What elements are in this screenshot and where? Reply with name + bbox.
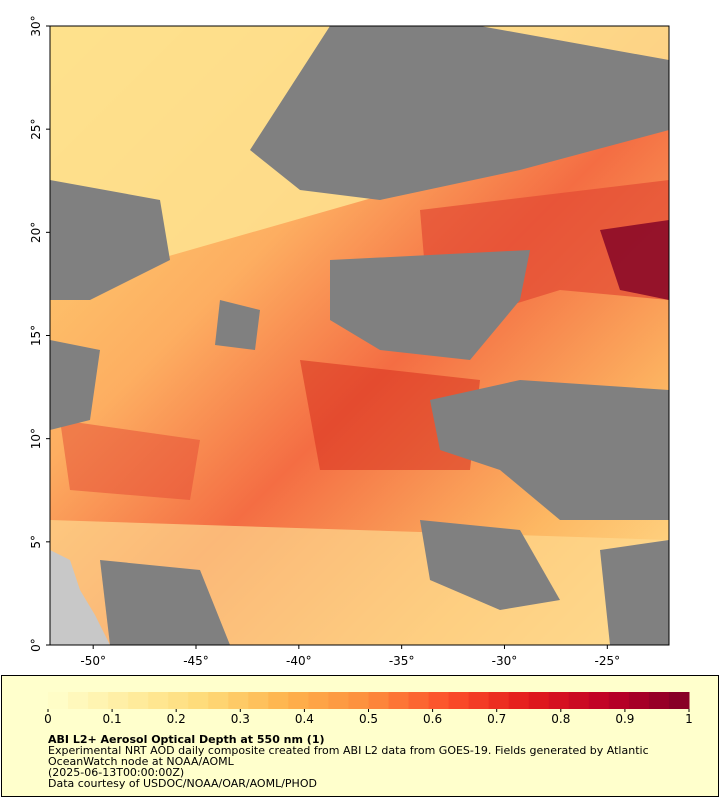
no-data-areas xyxy=(50,26,669,645)
colorbar-tick-label: 0 xyxy=(44,712,52,726)
y-tick-label: 10° xyxy=(29,428,43,449)
x-tick-label: -30° xyxy=(492,654,518,668)
colorbar-segment xyxy=(108,692,129,709)
colorbar-segment xyxy=(268,692,289,709)
colorbar-tick-label: 0.6 xyxy=(423,712,442,726)
x-tick-label: -35° xyxy=(389,654,415,668)
colorbar-segment xyxy=(408,692,430,709)
colorbar-segment xyxy=(448,692,470,709)
colorbar-segment xyxy=(288,692,309,709)
colorbar-segment xyxy=(128,692,149,709)
y-tick-label: 0° xyxy=(29,638,43,652)
colorbar-segment xyxy=(608,692,630,709)
description: Experimental NRT AOD daily composite cre… xyxy=(48,744,649,768)
colorbar-segment xyxy=(308,692,329,709)
colorbar-segment xyxy=(508,692,530,709)
colorbar-segment xyxy=(528,692,550,709)
colorbar-segment xyxy=(568,692,590,709)
x-tick-label: -40° xyxy=(286,654,312,668)
colorbar-tick-label: 0.7 xyxy=(487,712,506,726)
y-tick-label: 15° xyxy=(29,325,43,346)
y-tick-label: 30° xyxy=(29,15,43,36)
colorbar-segment xyxy=(228,692,249,709)
colorbar-segment xyxy=(428,692,450,709)
y-tick-label: 5° xyxy=(29,535,43,549)
colorbar-segment xyxy=(188,692,209,709)
colorbar-segment xyxy=(628,692,650,709)
colorbar-segment xyxy=(48,692,69,709)
colorbar-segment xyxy=(168,692,189,709)
colorbar-tick-label: 0.2 xyxy=(167,712,186,726)
colorbar-tick-label: 1 xyxy=(685,712,693,726)
colorbar-segment xyxy=(348,692,369,709)
x-tick-label: -50° xyxy=(80,654,106,668)
colorbar-tick-label: 0.1 xyxy=(103,712,122,726)
colorbar-tick-label: 0.9 xyxy=(615,712,634,726)
colorbar-segment xyxy=(588,692,610,709)
colorbar-segment xyxy=(488,692,510,709)
colorbar-segment xyxy=(388,692,410,709)
map-title: ABI L2+ Aerosol Optical Depth at 550 nm … xyxy=(48,733,325,746)
colorbar-tick-label: 0.3 xyxy=(231,712,250,726)
colorbar-segment xyxy=(88,692,109,709)
colorbar-segment xyxy=(668,692,690,709)
land xyxy=(50,550,110,645)
colorbar-segment xyxy=(468,692,490,709)
colorbar-segment xyxy=(68,692,89,709)
colorbar-segment xyxy=(248,692,269,709)
colorbar-segment xyxy=(208,692,229,709)
colorbar-tick-label: 0.8 xyxy=(551,712,570,726)
x-tick-label: -45° xyxy=(183,654,209,668)
colorbar-tick-label: 0.5 xyxy=(359,712,378,726)
colorbar-segment xyxy=(328,692,349,709)
colorbar-segment xyxy=(368,692,390,709)
date: (2025-06-13T00:00:00Z) xyxy=(48,766,185,779)
x-tick-label: -25° xyxy=(595,654,621,668)
colorbar-segment xyxy=(648,692,670,709)
colorbar-segment xyxy=(548,692,570,709)
y-tick-label: 20° xyxy=(29,222,43,243)
y-tick-label: 25° xyxy=(29,119,43,140)
credit: Data courtesy of USDOC/NOAA/OAR/AOML/PHO… xyxy=(48,777,317,790)
colorbar-segment xyxy=(148,692,169,709)
colorbar-tick-label: 0.4 xyxy=(295,712,314,726)
